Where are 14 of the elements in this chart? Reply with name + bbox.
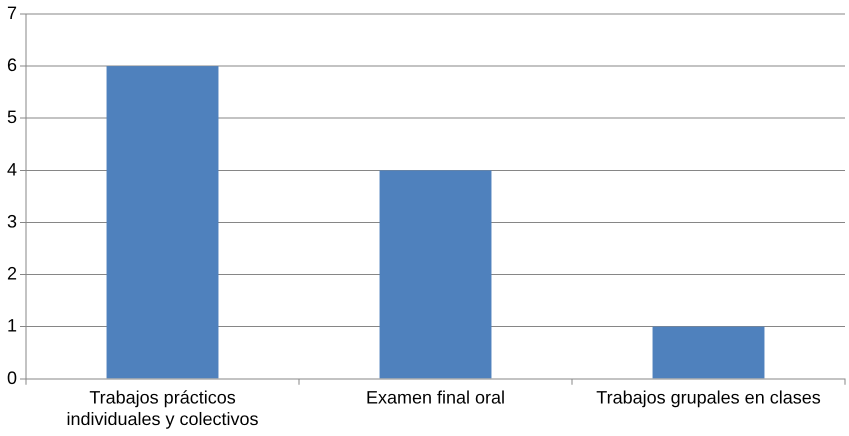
x-tick-label: Trabajos grupales en clases	[596, 388, 821, 408]
bar	[380, 170, 492, 378]
y-tick-label: 3	[6, 211, 18, 232]
bar	[106, 66, 218, 378]
y-tick-label: 0	[6, 368, 18, 388]
y-tick-label: 5	[6, 107, 18, 128]
y-tick-label: 1	[6, 316, 18, 336]
x-tick-label: Examen final oral	[366, 388, 506, 408]
x-tick-label: Trabajos prácticos individuales y colectivos	[66, 388, 259, 430]
bar	[652, 326, 764, 378]
y-tick-label: 6	[6, 55, 18, 76]
y-tick-label: 7	[6, 2, 18, 23]
y-tick-label: 2	[6, 264, 18, 284]
y-tick-label: 4	[6, 159, 18, 180]
